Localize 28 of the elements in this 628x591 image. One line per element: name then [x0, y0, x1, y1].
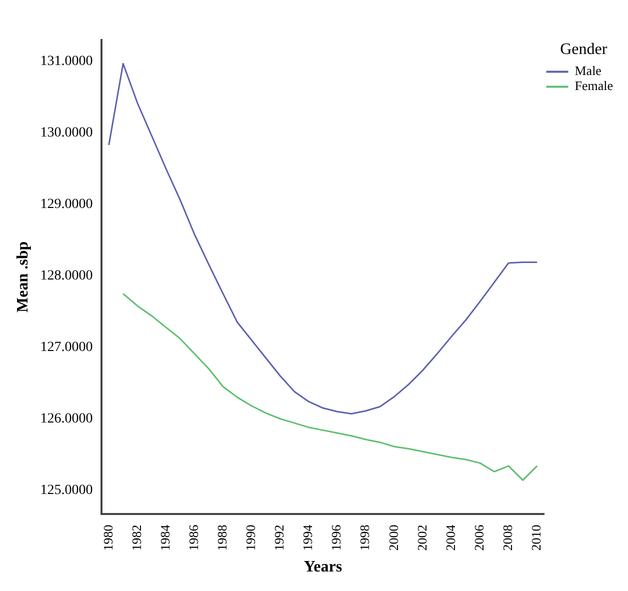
x-tick-label: 2000 [386, 524, 401, 551]
y-axis-title: Mean .sbp [14, 241, 32, 312]
legend-label: Male [574, 63, 602, 78]
x-tick-label: 2006 [471, 524, 486, 551]
x-tick-label: 1980 [100, 524, 116, 551]
x-tick-label: 1988 [214, 524, 230, 551]
y-tick-label: 131.0000 [40, 54, 93, 70]
y-tick-label: 125.0000 [40, 482, 93, 498]
x-tick-label: 1982 [128, 524, 144, 551]
x-tick-label: 2008 [500, 524, 515, 551]
x-tick-label: 2004 [442, 524, 458, 551]
x-tick-label: 1986 [186, 524, 201, 551]
x-tick-label: 1998 [357, 524, 372, 551]
y-tick-label: 126.0000 [40, 411, 93, 426]
x-tick-label: 1992 [272, 524, 287, 551]
x-tick-label: 1984 [157, 524, 172, 551]
x-axis-title: Years [304, 558, 342, 576]
x-tick-label: 2010 [528, 524, 544, 551]
y-tick-label: 130.0000 [40, 126, 93, 141]
legend-label: Female [574, 78, 614, 94]
x-tick-label: 1996 [328, 524, 344, 551]
y-tick-label: 127.0000 [40, 340, 93, 355]
x-tick-label: 2002 [414, 524, 430, 551]
legend-title: Gender [560, 41, 608, 58]
y-tick-label: 129.0000 [40, 197, 93, 212]
x-tick-label: 1994 [300, 524, 316, 551]
y-tick-label: 128.0000 [40, 268, 93, 284]
x-tick-label: 1990 [243, 524, 258, 551]
